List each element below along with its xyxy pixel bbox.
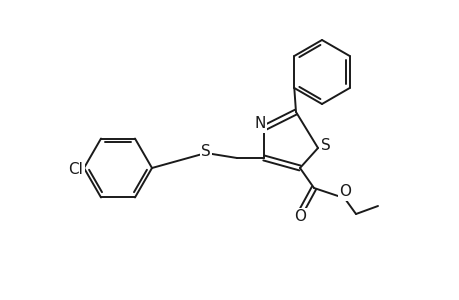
Text: Cl: Cl [68,163,83,178]
Text: O: O [338,184,350,200]
Text: S: S [320,137,330,152]
Text: O: O [293,209,305,224]
Text: N: N [254,116,265,131]
Text: S: S [201,145,210,160]
